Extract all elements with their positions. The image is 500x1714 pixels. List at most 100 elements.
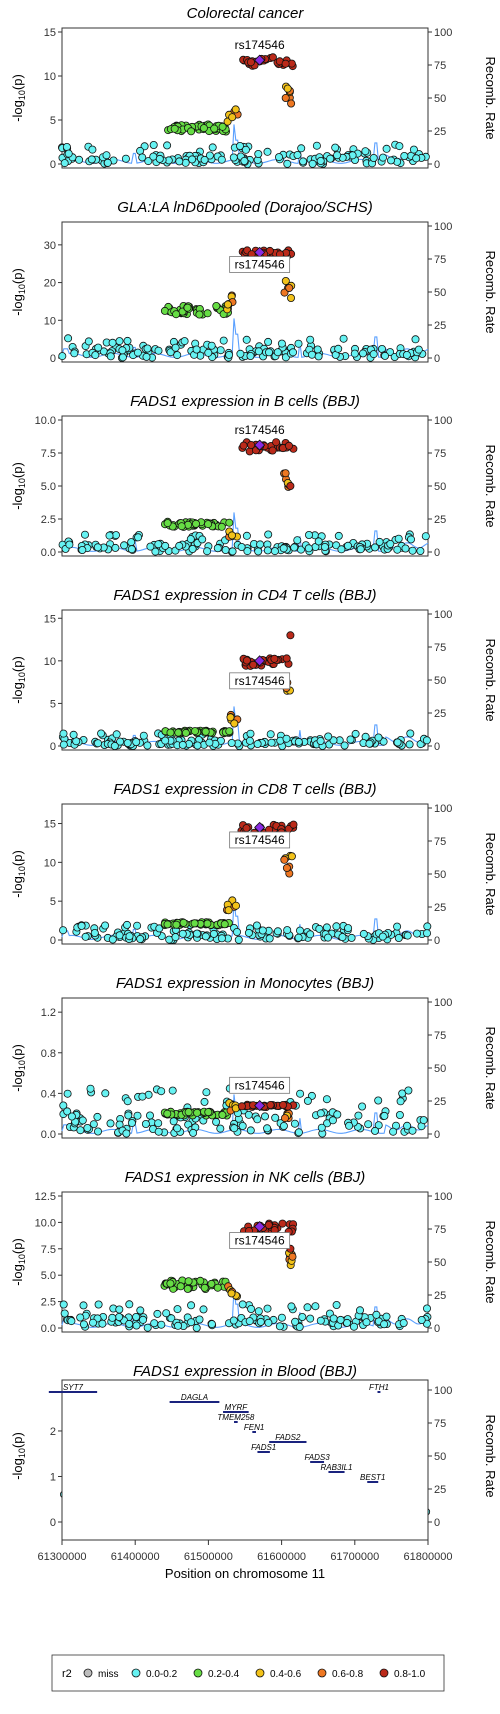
snp-point bbox=[161, 736, 170, 745]
snp-point bbox=[172, 920, 181, 929]
snp-point bbox=[282, 654, 291, 663]
snp-point bbox=[238, 1122, 247, 1131]
snp-point bbox=[328, 1116, 337, 1125]
x-tick-label: 61800000 bbox=[404, 1551, 453, 1563]
snp-point bbox=[59, 1101, 68, 1110]
y2-tick-label: 75 bbox=[434, 642, 446, 654]
lead-snp-label: rs174546 bbox=[235, 1078, 285, 1092]
snp-point bbox=[294, 737, 303, 746]
snp-point bbox=[79, 1301, 88, 1310]
y-tick-label: 10 bbox=[44, 315, 56, 327]
snp-point bbox=[294, 339, 303, 348]
y2-axis-label: Recomb. Rate bbox=[483, 832, 498, 915]
snp-point bbox=[227, 1289, 236, 1298]
y2-tick-label: 25 bbox=[434, 708, 446, 720]
snp-point bbox=[204, 348, 213, 357]
snp-point bbox=[242, 335, 251, 344]
panel-title: FADS1 expression in CD8 T cells (BBJ) bbox=[113, 781, 376, 798]
snp-point bbox=[299, 157, 308, 166]
snp-point bbox=[134, 533, 143, 542]
snp-point bbox=[166, 1279, 175, 1288]
lead-snp-marker bbox=[254, 655, 266, 667]
snp-point bbox=[253, 740, 262, 749]
snp-point bbox=[94, 739, 103, 748]
y-tick-label: 30 bbox=[44, 240, 56, 252]
snp-point bbox=[235, 141, 244, 150]
snp-point bbox=[122, 1129, 131, 1138]
snp-point bbox=[200, 1097, 209, 1106]
snp-point bbox=[290, 543, 299, 552]
snp-point bbox=[91, 351, 100, 360]
snp-point bbox=[393, 545, 402, 554]
snp-point bbox=[379, 737, 388, 746]
x-axis-label: Position on chromosome 11 bbox=[165, 1566, 325, 1581]
snp-point bbox=[115, 931, 124, 940]
gene-label: FEN1 bbox=[244, 1423, 264, 1432]
snp-point bbox=[256, 1317, 265, 1326]
snp-point bbox=[386, 156, 395, 165]
y-tick-label: 0 bbox=[50, 159, 56, 171]
snp-point bbox=[204, 1108, 213, 1117]
snp-point bbox=[294, 1128, 303, 1137]
snp-point bbox=[258, 926, 267, 935]
snp-point bbox=[187, 1318, 196, 1327]
snp-point bbox=[76, 1313, 85, 1322]
panel-1: Colorectal cancer 0 5 10 15 0 25 50 75 100 -log10(… bbox=[10, 5, 498, 171]
snp-point bbox=[84, 337, 93, 346]
lead-snp-label-box bbox=[229, 831, 291, 849]
snp-point bbox=[284, 441, 293, 450]
y-tick-label: 12.5 bbox=[35, 1191, 56, 1203]
snp-point bbox=[102, 151, 111, 160]
snp-point bbox=[177, 522, 186, 531]
snp-point bbox=[174, 728, 183, 737]
panel-3: FADS1 expression in B cells (BBJ) 0.0 2.5 5… bbox=[10, 393, 498, 559]
y2-tick-label: 0 bbox=[434, 353, 440, 365]
y-axis-label: -log10(p) bbox=[10, 1238, 27, 1286]
snp-point bbox=[401, 544, 410, 553]
snp-point bbox=[207, 1279, 216, 1288]
snp-point bbox=[252, 921, 261, 930]
y2-tick-label: 100 bbox=[434, 27, 452, 39]
y2-axis-label: Recomb. Rate bbox=[483, 638, 498, 721]
snp-point bbox=[171, 933, 180, 942]
snp-point bbox=[243, 547, 252, 556]
snp-point bbox=[169, 1117, 178, 1126]
y-tick-label: 2.5 bbox=[41, 1297, 56, 1309]
snp-point bbox=[60, 1309, 69, 1318]
snp-point bbox=[242, 531, 251, 540]
snp-point bbox=[76, 1126, 85, 1135]
snp-point bbox=[166, 728, 175, 737]
snp-point bbox=[212, 1117, 221, 1126]
snp-point bbox=[333, 1110, 342, 1119]
panel-title: Colorectal cancer bbox=[187, 5, 305, 22]
snp-point bbox=[67, 1317, 76, 1326]
lead-snp-label-box bbox=[229, 1232, 291, 1249]
snp-point bbox=[118, 346, 127, 355]
legend-frame bbox=[51, 1654, 445, 1692]
y2-tick-label: 100 bbox=[434, 609, 452, 621]
snp-point bbox=[287, 99, 296, 108]
lead-snp-label: rs174546 bbox=[235, 38, 285, 52]
snp-point bbox=[228, 113, 237, 122]
lead-snp-label-box bbox=[229, 256, 291, 273]
legend-swatch bbox=[131, 1668, 141, 1678]
snp-point bbox=[247, 440, 256, 449]
y2-tick-label: 75 bbox=[434, 1418, 446, 1430]
snp-point bbox=[331, 143, 340, 152]
snp-point bbox=[312, 141, 321, 150]
y2-tick-label: 75 bbox=[434, 1030, 446, 1042]
y-tick-label: 7.5 bbox=[41, 448, 56, 460]
snp-point bbox=[417, 1316, 426, 1325]
snp-point bbox=[59, 740, 68, 749]
snp-point bbox=[304, 531, 313, 540]
gene-label: SYT7 bbox=[63, 1383, 84, 1392]
snp-point bbox=[207, 341, 216, 350]
snp-point bbox=[133, 921, 142, 930]
snp-point bbox=[212, 301, 221, 310]
legend-label: miss bbox=[98, 1669, 119, 1680]
snp-point bbox=[78, 1116, 87, 1125]
snp-point bbox=[225, 350, 234, 359]
snp-point bbox=[207, 1320, 216, 1329]
snp-point bbox=[93, 1112, 102, 1121]
